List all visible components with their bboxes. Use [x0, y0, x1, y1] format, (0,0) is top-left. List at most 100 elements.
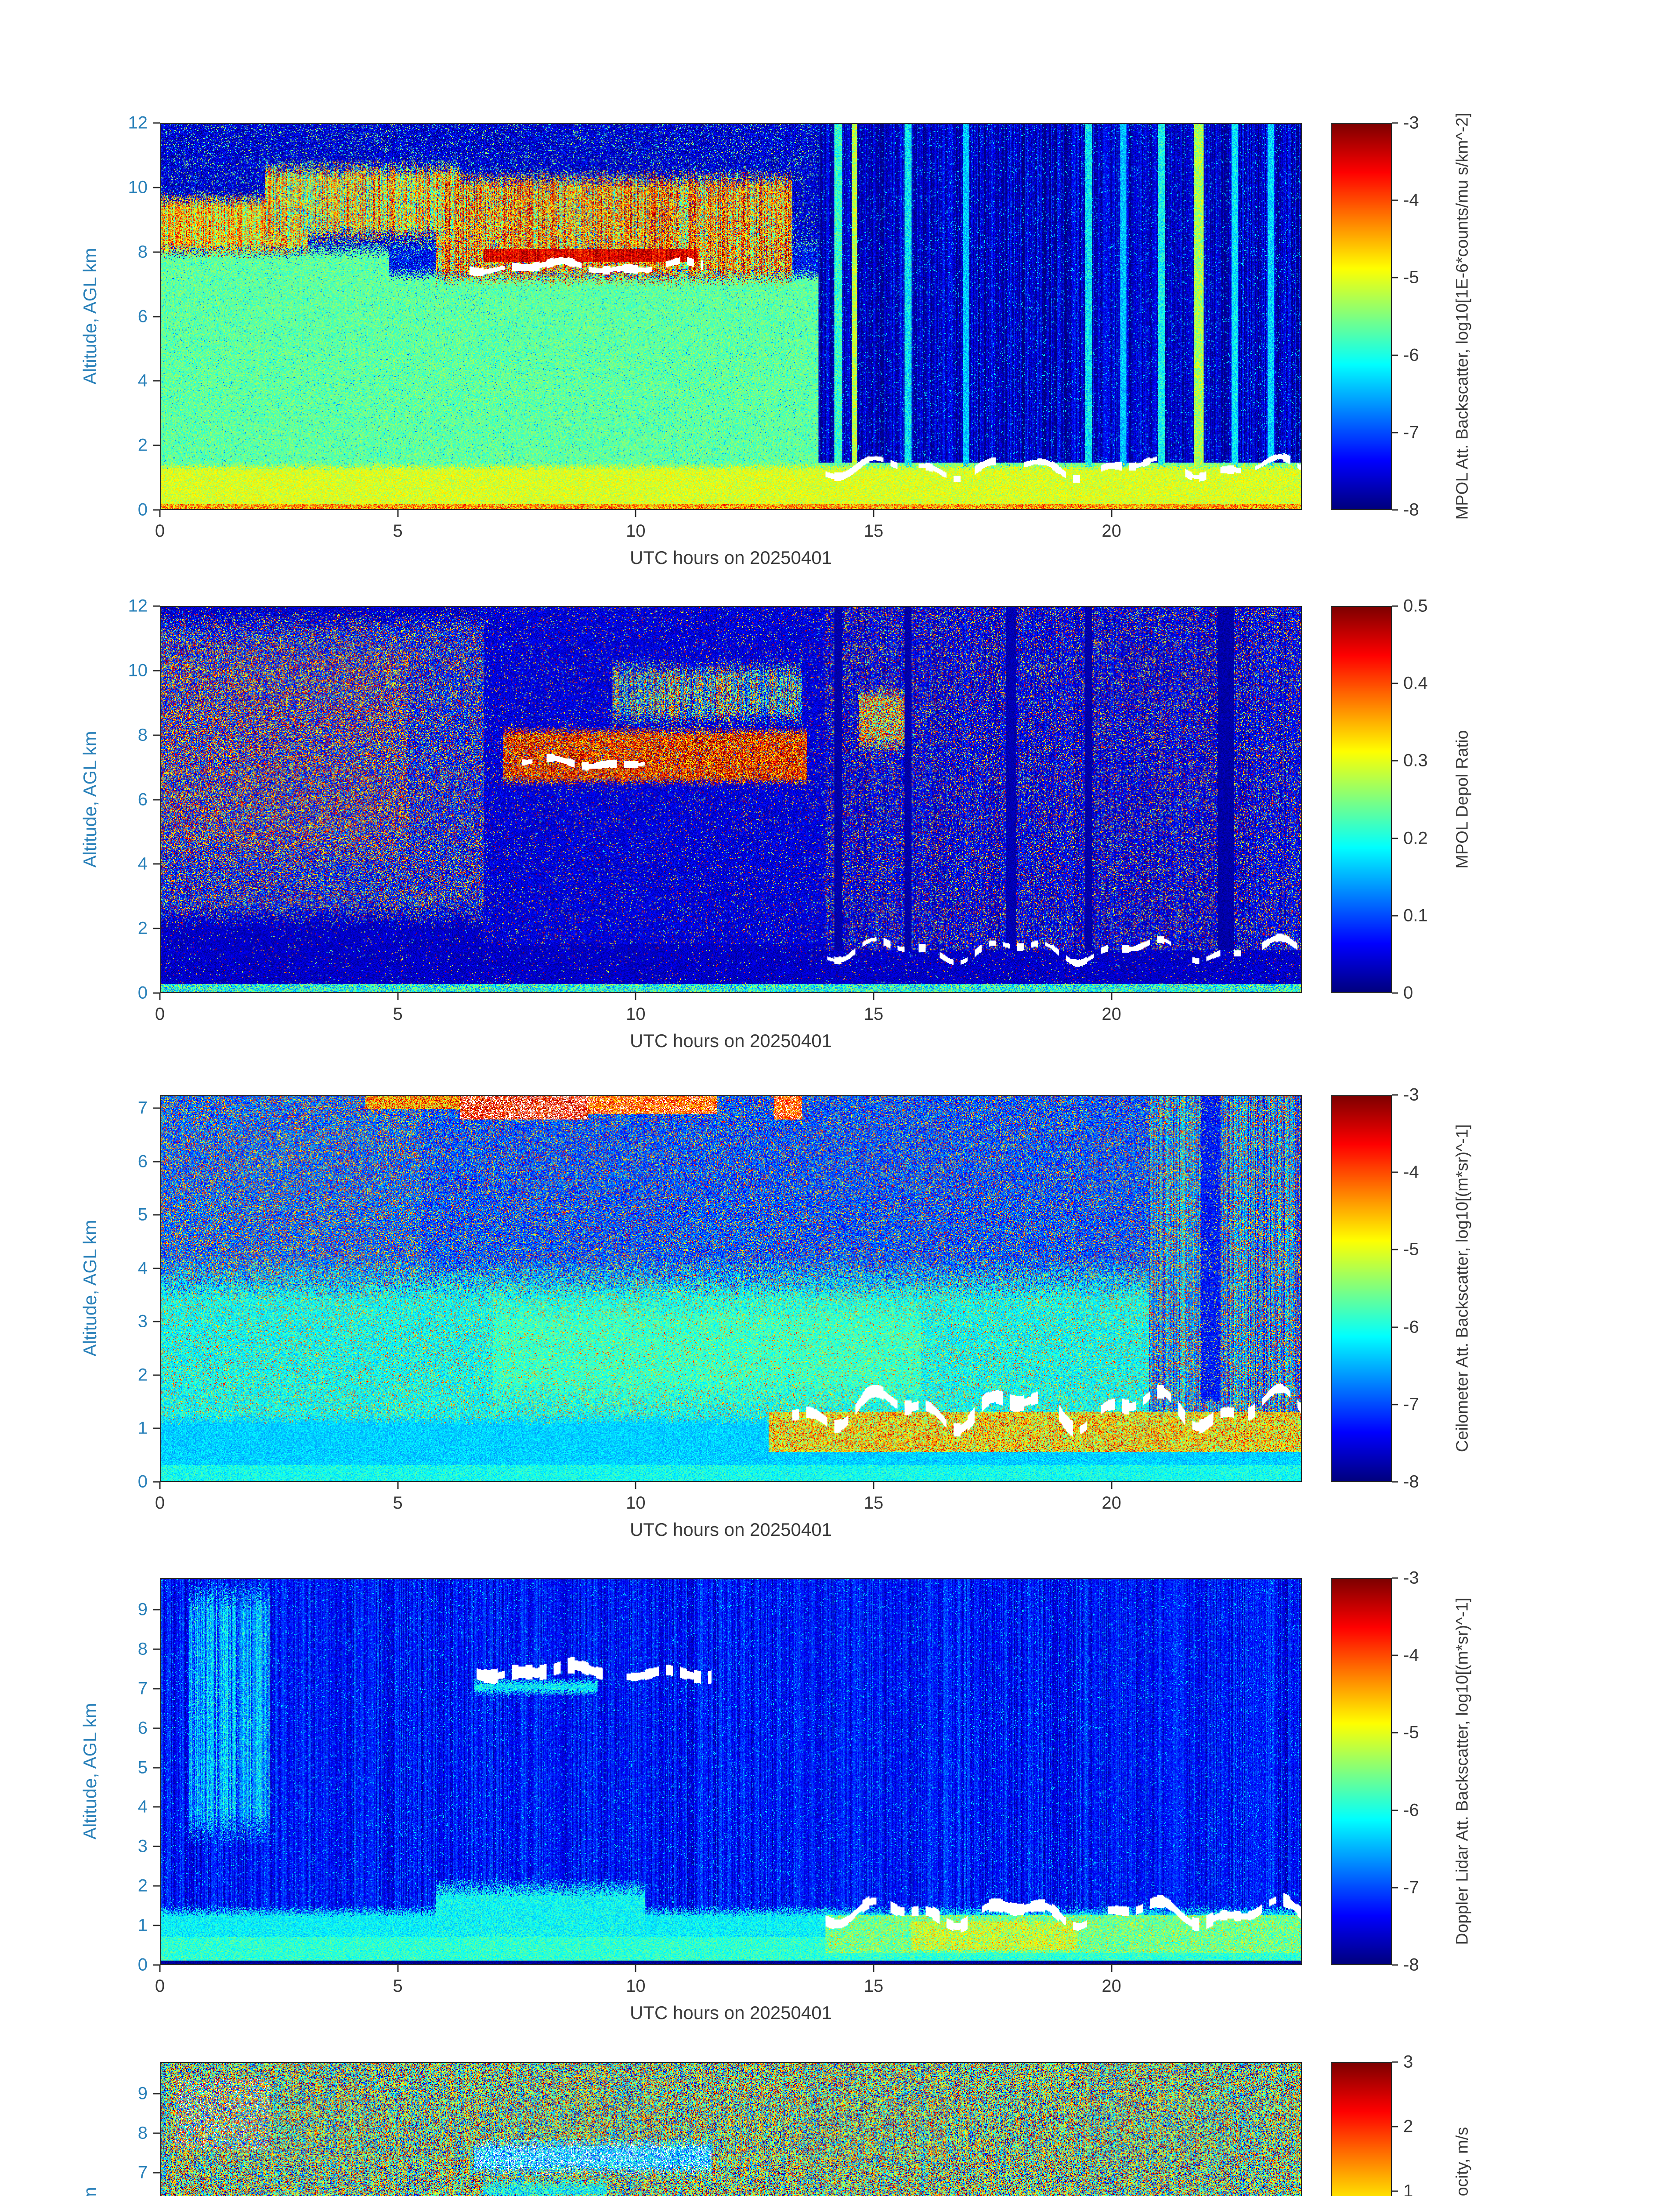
colorbar-tick-label: 0.5 [1403, 596, 1428, 616]
colorbar-tick-label: 3 [1403, 2052, 1413, 2072]
colorbar-tick-mark [1392, 1964, 1398, 1966]
colorbar-tick-mark [1392, 277, 1398, 278]
heatmap-canvas [161, 2063, 1301, 2196]
y-tick-mark [153, 2172, 160, 2174]
y-tick-mark [153, 1925, 160, 1926]
x-tick-label: 5 [393, 1493, 403, 1513]
x-tick-label: 5 [393, 1976, 403, 1996]
y-tick-label: 7 [137, 2163, 148, 2182]
colorbar-canvas [1332, 124, 1391, 509]
colorbar-tick-label: -5 [1403, 1723, 1419, 1742]
colorbar-tick-label: -8 [1403, 1472, 1419, 1492]
y-tick-label: 4 [137, 371, 148, 390]
y-tick-mark [153, 1688, 160, 1690]
x-tick-label: 0 [155, 521, 165, 541]
y-tick-mark [153, 2132, 160, 2134]
colorbar-tick-label: -4 [1403, 190, 1419, 210]
y-tick-label: 8 [137, 725, 148, 745]
y-tick-label: 9 [137, 1600, 148, 1619]
x-tick-mark [1111, 1965, 1113, 1972]
y-tick-label: 0 [137, 983, 148, 1003]
colorbar-tick-mark [1392, 1887, 1398, 1889]
y-tick-mark [153, 187, 160, 188]
colorbar-tick-mark [1392, 915, 1398, 917]
x-tick-label: 5 [393, 521, 403, 541]
x-tick-mark [873, 1965, 874, 1972]
y-tick-label: 10 [128, 177, 148, 197]
x-axis-title: UTC hours on 20250401 [630, 547, 832, 568]
x-tick-label: 20 [1102, 1493, 1121, 1513]
x-tick-mark [635, 1482, 636, 1489]
y-tick-label: 2 [137, 435, 148, 455]
x-tick-label: 15 [863, 1493, 884, 1513]
heatmap-plot [160, 123, 1302, 510]
x-tick-mark [159, 510, 161, 517]
x-tick-label: 10 [626, 1004, 646, 1024]
x-tick-mark [1111, 993, 1113, 1000]
colorbar-tick-mark [1392, 1171, 1398, 1173]
colorbar-tick-label: -6 [1403, 1317, 1419, 1337]
colorbar [1331, 606, 1392, 993]
colorbar-tick-label: 2 [1403, 2117, 1413, 2136]
x-tick-mark [635, 1965, 636, 1972]
y-tick-mark [153, 1427, 160, 1429]
panel-mpol-depol-ratio: Altitude, AGL km 0 2 4 6 8 10 12 0 5 10 15 20 UTC … [0, 596, 1680, 1089]
x-tick-mark [159, 1965, 161, 1972]
y-tick-mark [153, 1609, 160, 1611]
colorbar-tick-label: -7 [1403, 1878, 1419, 1897]
heatmap-canvas [161, 124, 1301, 509]
x-tick-mark [397, 1965, 399, 1972]
y-tick-label: 4 [137, 1797, 148, 1817]
y-tick-label: 3 [137, 1311, 148, 1331]
x-tick-label: 10 [626, 1493, 646, 1513]
colorbar-tick-mark [1392, 1810, 1398, 1811]
x-tick-mark [635, 510, 636, 517]
x-tick-label: 0 [155, 1004, 165, 1024]
colorbar-canvas [1332, 1579, 1391, 1964]
x-tick-label: 5 [393, 1004, 403, 1024]
y-tick-label: 12 [128, 596, 148, 616]
y-tick-label: 1 [137, 1418, 148, 1438]
x-axis-title: UTC hours on 20250401 [630, 1030, 832, 1051]
colorbar-canvas [1332, 1096, 1391, 1481]
panel-mpol-attenuated-backscatter: Altitude, AGL km 0 2 4 6 8 10 12 0 5 10 15 20 UTC … [0, 113, 1680, 606]
heatmap-canvas [161, 1579, 1301, 1964]
y-tick-mark [153, 605, 160, 607]
x-tick-mark [1111, 510, 1113, 517]
y-axis-ticks: 0 1 2 3 4 5 6 7 [0, 1095, 160, 1492]
y-tick-label: 2 [137, 1876, 148, 1896]
colorbar-title: Doppler Lidar Att. Backscatter, log10[(m… [1453, 1597, 1472, 1945]
y-tick-label: 8 [137, 242, 148, 262]
colorbar-tick-label: -8 [1403, 1955, 1419, 1975]
colorbar-title: MPOL Depol Ratio [1453, 730, 1472, 869]
colorbar-tick-mark [1392, 2061, 1398, 2063]
y-tick-label: 2 [137, 1365, 148, 1385]
y-tick-label: 4 [137, 1258, 148, 1278]
y-tick-mark [153, 251, 160, 253]
heatmap-plot [160, 2062, 1302, 2196]
colorbar-tick-label: -8 [1403, 500, 1419, 520]
y-tick-label: 7 [137, 1098, 148, 1118]
colorbar-tick-mark [1392, 1249, 1398, 1250]
colorbar-title: MPOL Att. Backscatter, log10[1E-6*counts… [1453, 112, 1472, 520]
x-tick-mark [1111, 1482, 1113, 1489]
colorbar-ticks: -3 -4 -5 -6 -7 -8 [1392, 1568, 1489, 1975]
colorbar-ticks: -3-2-10123 [1392, 2052, 1489, 2196]
colorbar-tick-mark [1392, 1577, 1398, 1579]
x-tick-label: 10 [626, 1976, 646, 1996]
colorbar-tick-label: -4 [1403, 1162, 1419, 1182]
x-tick-mark [873, 1482, 874, 1489]
heatmap-plot [160, 1578, 1302, 1965]
colorbar [1331, 1095, 1392, 1482]
y-axis-ticks: 0 2 4 6 8 10 12 [0, 596, 160, 1003]
colorbar-tick-mark [1392, 1732, 1398, 1734]
colorbar-tick-mark [1392, 432, 1398, 433]
colorbar-tick-mark [1392, 760, 1398, 762]
y-tick-mark [153, 1806, 160, 1808]
y-tick-mark [153, 992, 160, 994]
x-tick-label: 20 [1102, 1004, 1121, 1024]
y-tick-mark [153, 1481, 160, 1483]
x-tick-mark [397, 510, 399, 517]
